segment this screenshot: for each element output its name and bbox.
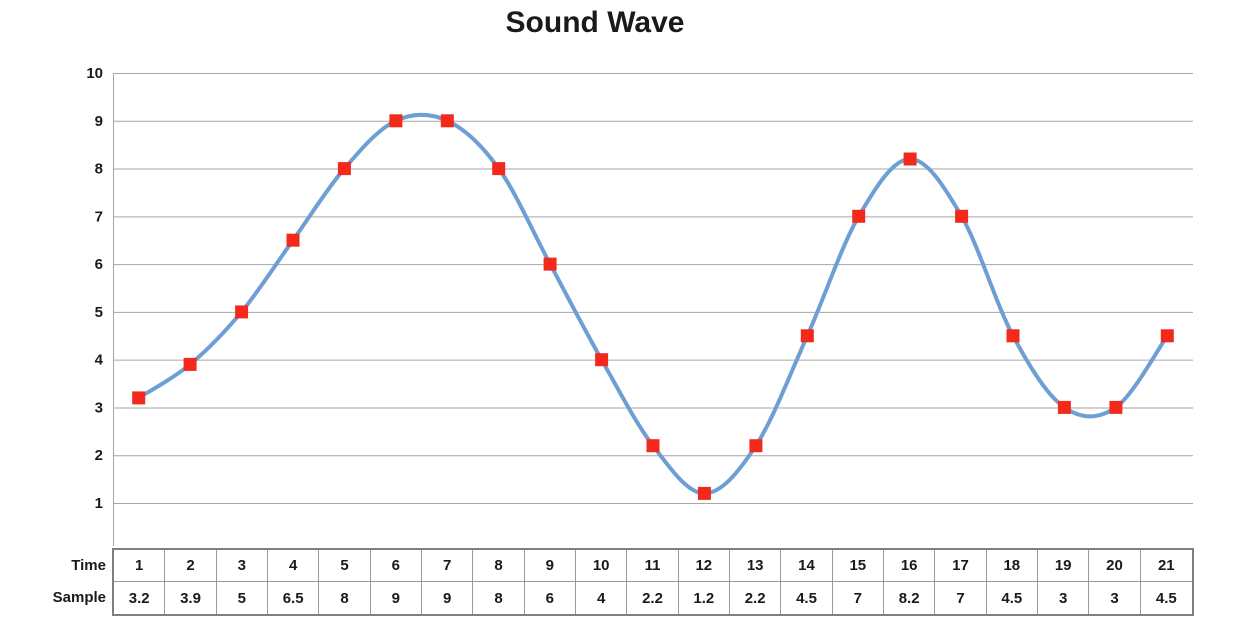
time-row: 1 2 3 4 5 6 7 8 9 10 11 12 13 14 15 16 17 18 19 20 21 xyxy=(114,550,1192,582)
data-point-marker xyxy=(286,233,300,247)
y-axis-tick-label: 10 xyxy=(86,65,103,82)
sample-row: 3.2 3.9 5 6.5 8 9 9 8 6 4 2.2 1.2 2.2 4.5 7 8.2 7 4.5 3 3 4.… xyxy=(114,582,1192,614)
sample-cell: 8 xyxy=(473,582,525,614)
sample-cell: 3 xyxy=(1038,582,1090,614)
time-cell: 10 xyxy=(575,550,628,582)
y-axis-tick-label: 5 xyxy=(95,304,103,321)
time-cell: 20 xyxy=(1089,550,1141,582)
data-point-marker xyxy=(235,305,249,319)
time-cell: 15 xyxy=(832,550,884,582)
sample-cell: 6 xyxy=(525,582,576,614)
sample-cell: 8.2 xyxy=(884,582,936,614)
y-axis-tick-label: 9 xyxy=(95,113,103,130)
chart-title: Sound Wave xyxy=(505,6,685,39)
sample-cell: 3.2 xyxy=(114,582,166,614)
data-point-marker xyxy=(543,257,557,271)
data-point-marker xyxy=(646,439,660,453)
sample-cell: 9 xyxy=(371,582,422,614)
time-cell: 14 xyxy=(781,550,833,582)
sample-cell: 7 xyxy=(935,582,987,614)
data-point-marker xyxy=(852,209,866,223)
time-cell: 7 xyxy=(421,550,474,582)
data-point-marker xyxy=(903,152,917,166)
time-cell: 1 xyxy=(114,550,166,582)
y-axis-tick-label: 1 xyxy=(95,495,103,512)
sample-cell: 3 xyxy=(1089,582,1141,614)
time-cell: 3 xyxy=(216,550,268,582)
data-point-marker xyxy=(1109,400,1123,414)
data-point-marker xyxy=(132,391,146,405)
sample-cell: 6.5 xyxy=(268,582,320,614)
time-cell: 13 xyxy=(729,550,782,582)
sample-cell: 1.2 xyxy=(679,582,730,614)
data-point-marker xyxy=(492,162,506,176)
time-cell: 5 xyxy=(319,550,371,582)
y-axis-tick-label: 4 xyxy=(95,352,104,369)
time-cell: 12 xyxy=(678,550,730,582)
time-cell: 9 xyxy=(524,550,576,582)
time-row-label: Time xyxy=(71,557,106,574)
sample-cell: 4 xyxy=(576,582,628,614)
data-point-marker xyxy=(697,486,711,500)
data-point-marker xyxy=(183,357,197,371)
sample-cell: 4.5 xyxy=(987,582,1038,614)
sample-cell: 5 xyxy=(217,582,268,614)
time-cell: 6 xyxy=(370,550,422,582)
y-axis-tick-label: 3 xyxy=(95,399,103,416)
sample-cell: 2.2 xyxy=(730,582,782,614)
time-cell: 21 xyxy=(1140,550,1192,582)
data-table: Time Sample 1 2 3 4 5 6 7 8 9 10 11 12 13 14 15 16 17 18 1… xyxy=(53,548,1194,616)
data-point-marker xyxy=(1006,329,1020,343)
data-point-marker xyxy=(337,162,351,176)
sample-cell: 3.9 xyxy=(165,582,217,614)
time-cell: 17 xyxy=(935,550,987,582)
sample-cell: 7 xyxy=(833,582,884,614)
sample-series-line xyxy=(136,112,1170,496)
time-cell: 18 xyxy=(986,550,1038,582)
time-cell: 2 xyxy=(165,550,217,582)
data-point-marker xyxy=(749,439,763,453)
data-point-marker xyxy=(389,114,403,128)
sample-cell: 2.2 xyxy=(627,582,679,614)
sample-cell: 4.5 xyxy=(1155,589,1177,607)
time-cell: 16 xyxy=(883,550,936,582)
y-axis-tick-label: 2 xyxy=(95,447,103,464)
time-cell: 8 xyxy=(473,550,525,582)
time-cell: 4 xyxy=(267,550,320,582)
time-cell: 11 xyxy=(627,550,679,582)
y-axis-tick-label: 6 xyxy=(95,256,103,273)
sample-cell: 8 xyxy=(319,582,371,614)
data-point-marker xyxy=(800,329,814,343)
data-point-marker xyxy=(1057,400,1071,414)
y-axis-tick-label: 7 xyxy=(95,208,103,225)
data-point-marker xyxy=(595,353,609,367)
time-cell: 19 xyxy=(1037,550,1090,582)
y-axis-tick-label: 8 xyxy=(95,161,103,178)
data-point-marker xyxy=(440,114,454,128)
data-point-marker xyxy=(955,209,969,223)
sample-cell: 4.5 xyxy=(781,582,833,614)
sample-row-label: Sample xyxy=(52,589,106,606)
sample-cell: 9 xyxy=(422,582,474,614)
data-point-marker xyxy=(1160,329,1174,343)
